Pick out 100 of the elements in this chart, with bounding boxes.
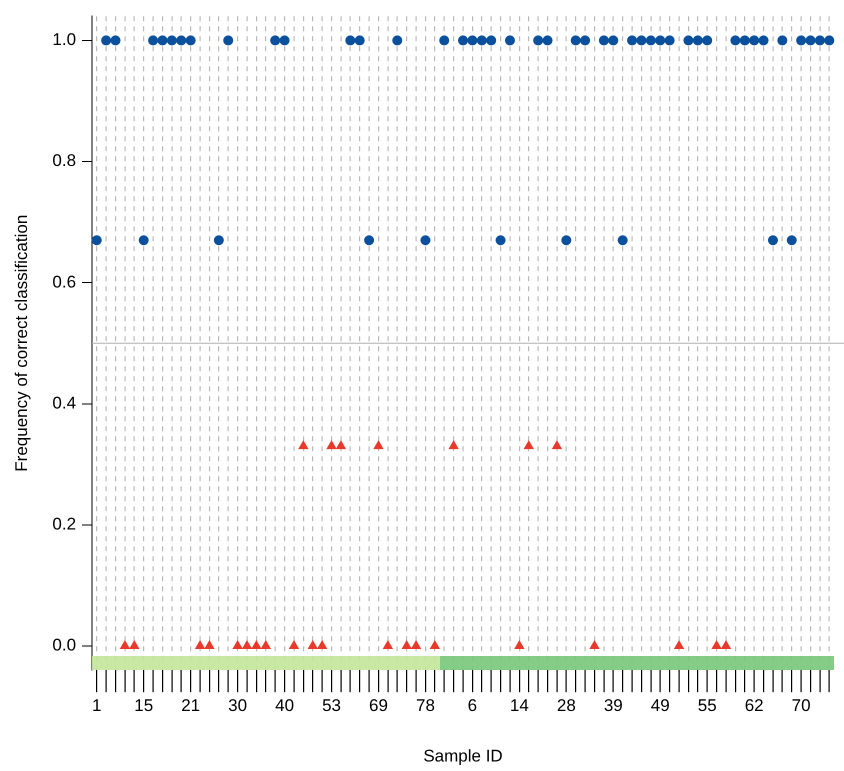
x-tick-label: 62 [744,696,764,716]
point [524,440,534,450]
point [476,35,487,46]
x-tick-label: 6 [468,696,478,716]
point [194,640,206,649]
point [618,235,628,246]
point [223,35,234,46]
point [157,35,168,46]
point [504,35,515,46]
point [570,35,581,46]
point [589,640,600,649]
point [768,235,778,246]
x-axis-title: Sample ID [423,746,503,766]
x-tick-label: 30 [228,696,248,716]
point [683,35,694,46]
point [176,35,186,46]
point [232,640,243,649]
point [646,35,656,46]
x-tick-label: 70 [792,696,811,716]
point [420,235,430,246]
point [561,235,572,246]
x-tick-label: 14 [510,696,529,716]
point [664,35,675,46]
point [120,640,130,649]
point [382,640,394,649]
point [138,235,149,246]
y-axis-title: Frequency of correct classification [12,214,31,472]
point [674,640,684,649]
point [298,440,309,450]
point [711,640,722,649]
point [806,35,816,46]
x-tick-label: 53 [322,696,341,716]
point [458,35,468,46]
point [166,35,177,46]
point [110,35,121,46]
point [486,35,496,46]
point [308,640,318,649]
y-tick-label: 0.2 [52,514,76,534]
point [242,640,252,649]
point [542,35,553,46]
point [824,35,834,46]
point [316,640,328,649]
y-tick-label: 0.4 [52,393,76,412]
point [336,440,346,450]
point [608,35,618,46]
y-tick-label: 1.0 [52,30,76,50]
x-tick-label: 40 [275,696,294,716]
point [730,35,740,46]
point [186,35,196,46]
point [702,35,712,46]
y-tick-label: 0.8 [52,151,76,170]
point [373,440,384,450]
point [814,35,825,46]
point [758,35,769,46]
point [533,35,544,46]
point [796,35,806,46]
point [627,35,638,46]
point [598,35,609,46]
point [392,35,402,46]
point [288,640,300,649]
point [514,640,525,649]
point [92,235,102,246]
point [636,35,646,46]
x-tick-label: 15 [134,696,154,716]
x-tick-label: 69 [369,696,388,716]
point [214,235,224,246]
point [401,640,412,649]
point [260,640,271,649]
point [345,35,356,46]
point [204,640,215,649]
x-tick-label: 39 [604,696,623,716]
point [777,35,788,46]
x-tick-label: 1 [92,696,102,716]
point [692,35,703,46]
point [148,35,158,46]
point [496,235,506,246]
point [364,235,374,246]
point [280,35,290,46]
x-tick-label: 78 [416,696,435,716]
point [326,440,337,450]
point [552,440,562,450]
y-tick-label: 0.6 [52,272,76,292]
point [467,35,478,46]
point [749,35,760,46]
x-tick-label: 49 [650,696,670,716]
point [786,235,797,246]
point [439,35,450,46]
point [270,35,280,46]
point [580,35,590,46]
point [430,640,440,649]
point [354,35,365,46]
y-tick-label: 0.0 [52,636,76,655]
point [655,35,666,46]
point [410,640,422,649]
x-tick-label: 55 [698,696,717,716]
point [251,640,262,649]
x-tick-label: 21 [181,696,200,716]
point [101,35,112,46]
point [448,440,459,450]
point [720,640,732,649]
